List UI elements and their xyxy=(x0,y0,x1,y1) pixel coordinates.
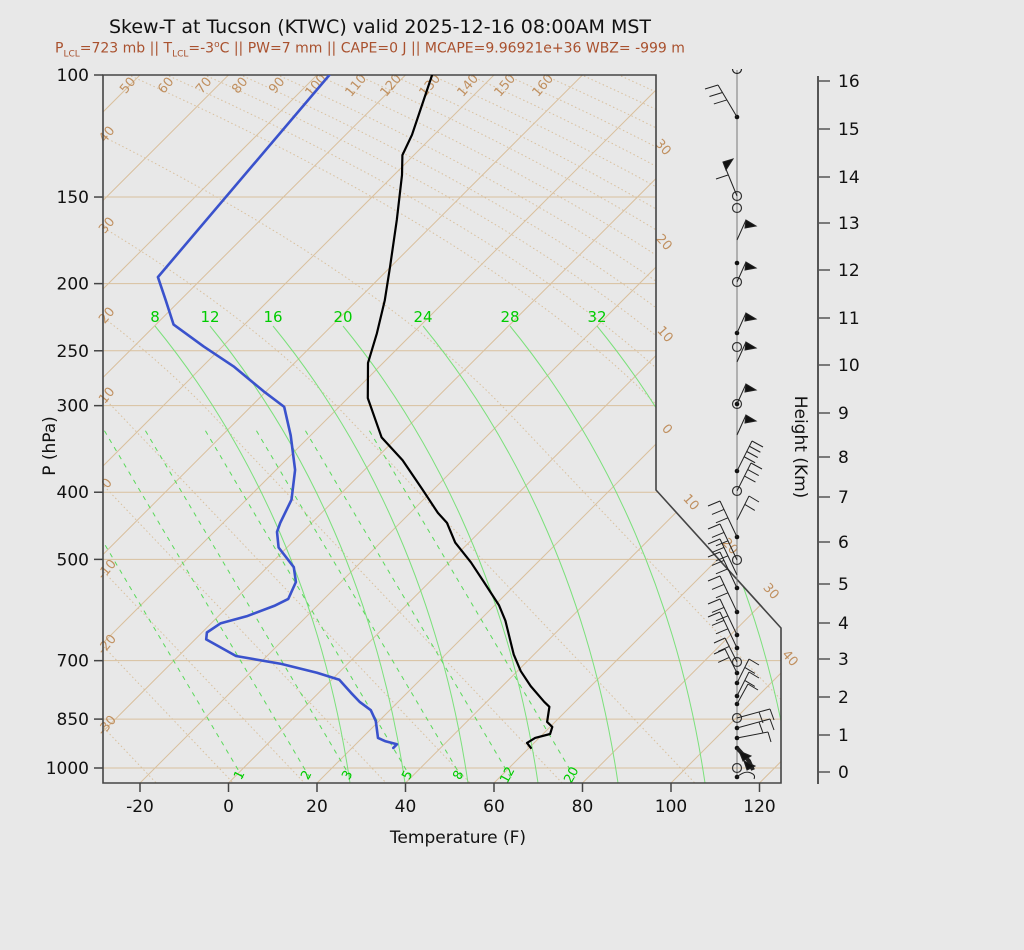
pressure-tick-label: 1000 xyxy=(46,759,89,779)
temperature-tick-label: -20 xyxy=(126,797,154,817)
height-tick-label: 12 xyxy=(838,261,860,281)
dewpoint-curve xyxy=(156,75,399,750)
isotherm-label: 10 xyxy=(653,323,675,345)
isotherm-label: 0 xyxy=(658,422,675,438)
moist-adiabat-labels: 8 12 16 20 24 28 32 xyxy=(150,308,606,326)
mixing-ratio-label: 1 xyxy=(231,768,248,782)
moist-adiabat-label: 8 xyxy=(150,308,160,326)
subtitle-segment: C || PW=7 mm || CAPE=0 J || MCAPE=9.9692… xyxy=(219,40,685,57)
mixing-ratio-lines xyxy=(103,429,576,779)
pressure-gridlines xyxy=(103,196,781,769)
plot-border xyxy=(102,74,782,784)
pressure-tick-label: 100 xyxy=(57,66,89,86)
temperature-tick-label: 40 xyxy=(395,797,417,817)
isotherm-label: 40 xyxy=(778,647,800,669)
temperature-tick-label: 60 xyxy=(483,797,505,817)
height-tick-label: 7 xyxy=(838,488,849,508)
dry-adiabat-label: -30 xyxy=(95,713,120,739)
height-tick-label: 0 xyxy=(838,763,849,783)
moist-adiabat-label: 20 xyxy=(333,308,352,326)
plot-grid xyxy=(103,75,781,783)
pressure-tick-label: 300 xyxy=(57,397,89,417)
dry-adiabat-label: 0 xyxy=(99,476,116,492)
height-tick-label: 15 xyxy=(838,120,860,140)
height-tick-label: 6 xyxy=(838,533,849,553)
dry-adiabat-label: -20 xyxy=(95,632,120,658)
height-tick-label: 8 xyxy=(838,448,849,468)
height-tick-label: 11 xyxy=(838,309,860,329)
dry-adiabat-label: 30 xyxy=(96,215,118,237)
height-tick-label: 16 xyxy=(838,72,860,92)
height-tick-label: 3 xyxy=(838,650,849,670)
pressure-tick-label: 200 xyxy=(57,275,89,295)
chart-subtitle: PLCL=723 mb || TLCL=-3oC || PW=7 mm || C… xyxy=(55,40,685,59)
moist-adiabat-lines xyxy=(154,325,781,783)
subtitle-segment: LCL xyxy=(63,49,80,60)
moist-adiabat-label: 28 xyxy=(500,308,519,326)
pressure-tick-label: 700 xyxy=(57,652,89,672)
temperature-tick-label: 100 xyxy=(655,797,687,817)
page-title: Skew-T at Tucson (KTWC) valid 2025-12-16… xyxy=(108,16,652,38)
grid-line-labels: 50 60 70 80 90 100 110 120 130 140 150 160403020100… xyxy=(95,71,801,738)
height-tick-label: 14 xyxy=(838,168,860,188)
mixing-ratio-label: 12 xyxy=(497,765,518,787)
dry-adiabat-lines xyxy=(103,75,781,783)
mixing-ratio-label: 8 xyxy=(450,768,467,782)
pressure-tick-label: 500 xyxy=(57,550,89,570)
temperature-tick-label: 0 xyxy=(223,797,234,817)
temperature-tick-label: 120 xyxy=(743,797,775,817)
wind-barb-column xyxy=(704,68,775,780)
isotherm-label: 30 xyxy=(651,136,673,158)
sounding-curves xyxy=(156,75,554,750)
temperature-tick-label: 80 xyxy=(572,797,594,817)
dry-adiabat-label: 20 xyxy=(96,305,118,327)
isotherm-label: 10 xyxy=(679,491,701,513)
isotherm-lines xyxy=(103,75,781,783)
temperature-axis: -20 0 20 40 60 80 100 120 xyxy=(126,783,776,817)
pressure-axis: 100 150 200 250 300 400 500 700 850 1000 xyxy=(46,66,103,779)
subtitle-segment: =-3 xyxy=(188,40,215,57)
dry-adiabat-label: -10 xyxy=(95,557,120,583)
moist-adiabat-label: 32 xyxy=(587,308,606,326)
subtitle-segment: =723 mb || T xyxy=(79,40,173,57)
moist-adiabat-label: 24 xyxy=(413,308,432,326)
dry-adiabat-label: 10 xyxy=(96,385,118,407)
subtitle-segment: P xyxy=(55,40,64,57)
mixing-ratio-label: 2 xyxy=(298,768,315,782)
subtitle-segment: LCL xyxy=(172,49,189,60)
pressure-tick-label: 250 xyxy=(57,342,89,362)
height-tick-label: 13 xyxy=(838,214,860,234)
pressure-tick-label: 850 xyxy=(57,710,89,730)
subtitle-segment: o xyxy=(214,40,220,50)
temperature-tick-label: 20 xyxy=(306,797,328,817)
height-tick-label: 2 xyxy=(838,688,849,708)
pressure-tick-label: 400 xyxy=(57,483,89,503)
height-tick-label: 4 xyxy=(838,614,849,634)
temperature-curve xyxy=(366,75,554,750)
height-tick-label: 5 xyxy=(838,575,849,595)
moist-adiabat-label: 12 xyxy=(200,308,219,326)
mixing-ratio-label: 5 xyxy=(399,768,416,782)
height-tick-label: 9 xyxy=(838,404,849,424)
height-tick-label: 10 xyxy=(838,356,860,376)
temperature-axis-label: Temperature (F) xyxy=(389,828,527,848)
pressure-tick-label: 150 xyxy=(57,188,89,208)
height-tick-label: 1 xyxy=(838,726,849,746)
isotherm-label: 30 xyxy=(759,580,781,602)
moist-adiabat-label: 16 xyxy=(263,308,282,326)
mixing-ratio-label: 20 xyxy=(561,765,582,787)
